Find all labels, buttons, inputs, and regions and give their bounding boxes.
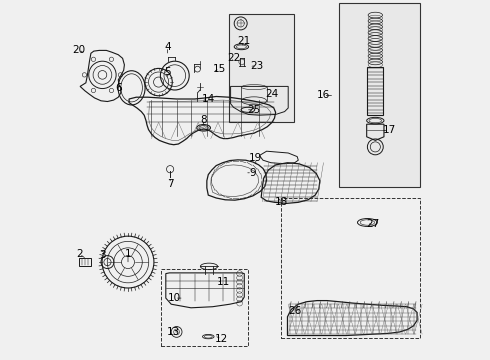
Text: 6: 6 [115,83,122,93]
Text: 3: 3 [99,249,106,260]
Text: 8: 8 [200,114,207,125]
Text: 14: 14 [202,94,215,104]
Text: 22: 22 [227,53,241,63]
Text: 17: 17 [382,125,395,135]
Text: 2: 2 [76,249,83,259]
Text: 26: 26 [288,306,301,316]
Text: 13: 13 [167,327,180,337]
Text: 27: 27 [366,219,379,229]
Text: 16: 16 [317,90,330,100]
Text: 15: 15 [213,64,226,74]
Text: 10: 10 [168,293,181,303]
Text: 4: 4 [164,42,171,52]
Bar [339,3,419,187]
Text: 21: 21 [238,36,251,46]
Text: 1: 1 [124,249,131,259]
Text: 18: 18 [274,197,288,207]
Text: 7: 7 [167,179,173,189]
Text: 12: 12 [215,334,228,344]
Bar [229,14,294,122]
Text: 24: 24 [266,89,279,99]
Text: 23: 23 [250,60,263,71]
Text: 19: 19 [249,153,263,163]
Text: 20: 20 [72,45,85,55]
Bar [281,198,419,338]
Text: 11: 11 [217,276,230,287]
Bar [162,269,248,346]
Text: 5: 5 [164,67,171,77]
Text: 25: 25 [247,105,261,115]
Text: 9: 9 [249,168,255,178]
